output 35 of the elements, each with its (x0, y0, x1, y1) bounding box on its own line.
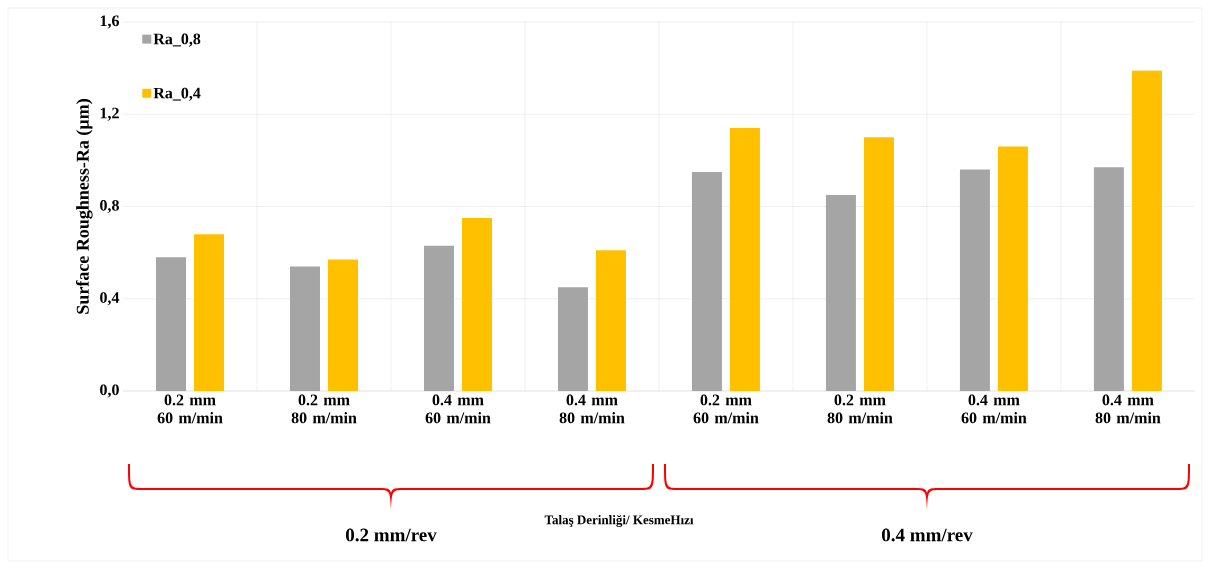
text: Talaş Derinliği/ KesmeHızı (544, 514, 694, 527)
bar (1093, 167, 1124, 391)
bar (729, 128, 760, 391)
y-tick-label: 0,0 (100, 384, 119, 398)
x-tick-label: 0.2 mm 60 m/min (157, 394, 223, 424)
y-tick-label: 1,6 (100, 15, 120, 29)
text: 0.4 mm/rev (882, 528, 973, 542)
bar (997, 146, 1028, 391)
bar (461, 218, 492, 391)
x-tick-label: 0.4 mm 80 m/min (1095, 394, 1161, 424)
bar (863, 137, 894, 391)
bar (691, 171, 722, 391)
bar (156, 257, 186, 391)
x-tick-label: 0.2 mm 80 m/min (827, 394, 893, 424)
legend-label: Ra_0,4 (153, 87, 201, 101)
bar (423, 245, 454, 391)
bar (327, 259, 358, 391)
y-axis-title: Surface Roughness-Ra (µm) (75, 99, 93, 314)
legend-label: Ra_0,8 (153, 33, 201, 47)
x-tick-label: 0.2 mm 80 m/min (291, 394, 357, 424)
bar (1131, 70, 1162, 391)
bar (557, 287, 588, 391)
x-tick-label: 0.4 mm 60 m/min (425, 394, 491, 424)
bar (959, 169, 990, 391)
x-tick-label: 0.4 mm 60 m/min (961, 394, 1027, 424)
bar (825, 194, 856, 391)
y-tick-label: 0,8 (100, 199, 119, 214)
bar (289, 266, 320, 391)
x-tick-label: 0.4 mm 80 m/min (559, 394, 625, 424)
text: 0.2 mm/rev (346, 528, 437, 542)
y-tick-label: 0,4 (100, 292, 120, 306)
bar (595, 250, 626, 391)
bar (194, 234, 224, 391)
x-tick-label: 0.2 mm 60 m/min (693, 394, 759, 424)
y-tick-label: 1,2 (100, 107, 119, 121)
